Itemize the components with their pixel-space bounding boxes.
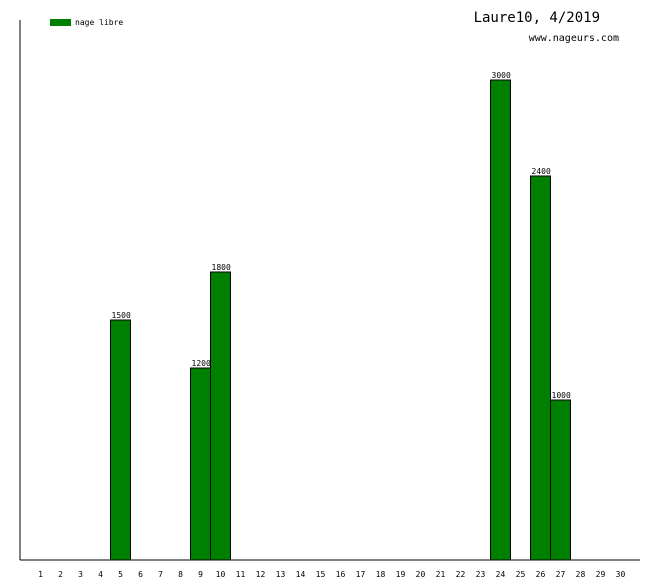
legend-label: nage libre bbox=[75, 18, 123, 27]
x-tick-label: 29 bbox=[596, 570, 606, 579]
x-tick-label: 22 bbox=[456, 570, 466, 579]
x-tick-label: 6 bbox=[138, 570, 143, 579]
x-tick-label: 5 bbox=[118, 570, 123, 579]
x-tick-label: 13 bbox=[276, 570, 286, 579]
x-tick-label: 21 bbox=[436, 570, 446, 579]
legend: nage libre bbox=[50, 18, 123, 27]
x-tick-label: 20 bbox=[416, 570, 426, 579]
bar bbox=[490, 79, 511, 561]
legend-swatch bbox=[50, 19, 71, 26]
bar bbox=[530, 175, 551, 561]
bar-labels: 1500 1200 1800 3000 2400 1000 bbox=[112, 71, 571, 400]
chart-title: Laure10, 4/2019 bbox=[474, 10, 600, 26]
x-tick-label: 19 bbox=[396, 570, 406, 579]
x-tick-label: 28 bbox=[576, 570, 586, 579]
x-tick-label: 4 bbox=[98, 570, 103, 579]
x-tick-label: 3 bbox=[78, 570, 83, 579]
x-tick-label: 16 bbox=[336, 570, 346, 579]
bar-value-label: 1800 bbox=[212, 263, 231, 272]
x-tick-labels: 1 2 3 4 5 6 7 8 9 10 11 12 13 14 15 16 17 18 19 20 21 22 23 24 2… bbox=[38, 570, 625, 579]
bar bbox=[550, 399, 571, 561]
x-tick-label: 15 bbox=[316, 570, 326, 579]
bar-value-label: 3000 bbox=[492, 71, 511, 80]
x-tick-label: 10 bbox=[216, 570, 226, 579]
x-tick-label: 14 bbox=[296, 570, 306, 579]
x-tick-label: 25 bbox=[516, 570, 526, 579]
x-tick-label: 12 bbox=[256, 570, 266, 579]
bar bbox=[110, 319, 131, 561]
x-tick-label: 27 bbox=[556, 570, 566, 579]
x-tick-label: 23 bbox=[476, 570, 486, 579]
x-tick-label: 30 bbox=[616, 570, 626, 579]
x-tick-label: 1 bbox=[38, 570, 43, 579]
bar-value-label: 1500 bbox=[112, 311, 131, 320]
bar bbox=[210, 271, 231, 561]
x-tick-label: 8 bbox=[178, 570, 183, 579]
bar bbox=[190, 367, 211, 561]
x-tick-label: 24 bbox=[496, 570, 506, 579]
bar-value-label: 2400 bbox=[532, 167, 551, 176]
x-tick-label: 7 bbox=[158, 570, 163, 579]
x-tick-label: 26 bbox=[536, 570, 546, 579]
x-tick-label: 18 bbox=[376, 570, 386, 579]
bar-value-label: 1200 bbox=[192, 359, 211, 368]
x-tick-label: 11 bbox=[236, 570, 246, 579]
bar-value-label: 1000 bbox=[552, 391, 571, 400]
x-tick-label: 17 bbox=[356, 570, 366, 579]
chart-subtitle: www.nageurs.com bbox=[529, 33, 619, 44]
x-tick-label: 2 bbox=[58, 570, 63, 579]
x-tick-label: 9 bbox=[198, 570, 203, 579]
bars bbox=[110, 79, 571, 561]
